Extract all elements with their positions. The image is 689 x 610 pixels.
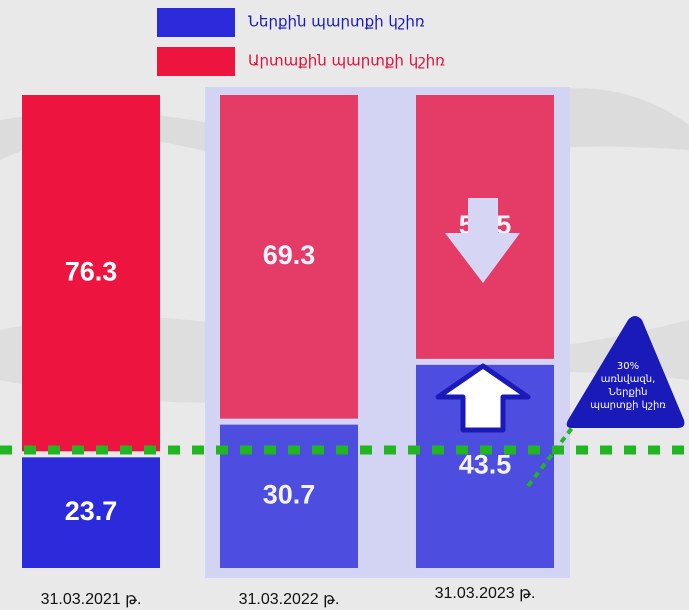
value-label: 30.7 — [263, 479, 316, 509]
legend: Ներքին պարտքի կշիռ Արտաքին պարտքի կշիռ — [157, 8, 445, 76]
annotation-text: Ներքին — [608, 387, 647, 398]
x-tick-label: 31.03.2021 թ. — [41, 591, 142, 608]
legend-swatch — [157, 47, 235, 76]
highlight-overlay — [205, 87, 570, 578]
annotation: 30% առնվազն, Ներքին պարտքի կշիռ — [590, 361, 666, 411]
bar-segment — [220, 95, 358, 419]
down-arrow — [445, 198, 520, 283]
x-tick-label: 31.03.2022 թ. — [239, 591, 340, 608]
value-label: 23.7 — [65, 496, 118, 526]
x-tick-label: 31.03.2023 թ. — [435, 585, 536, 602]
annotation-text: պարտքի կշիռ — [590, 400, 666, 411]
bar-segment — [22, 457, 160, 568]
up-arrow — [435, 363, 531, 433]
bars: 23.7 76.3 31.03.2021 թ. 30.7 69.3 31.03.2022 … — [22, 95, 554, 608]
value-label: 69.3 — [263, 240, 316, 270]
bar-segment — [22, 95, 160, 452]
value-label: 43.5 — [459, 450, 512, 480]
legend-swatch — [157, 8, 235, 37]
legend-label: Ներքին պարտքի կշիռ — [248, 13, 425, 31]
annotation-bubble — [566, 316, 685, 428]
legend-label: Արտաքին պարտքի կշիռ — [248, 52, 445, 70]
annotation-text: առնվազն, — [601, 374, 656, 385]
annotation-text: 30% — [617, 361, 639, 372]
pointer-line — [526, 418, 580, 488]
value-label: 76.3 — [65, 256, 118, 286]
